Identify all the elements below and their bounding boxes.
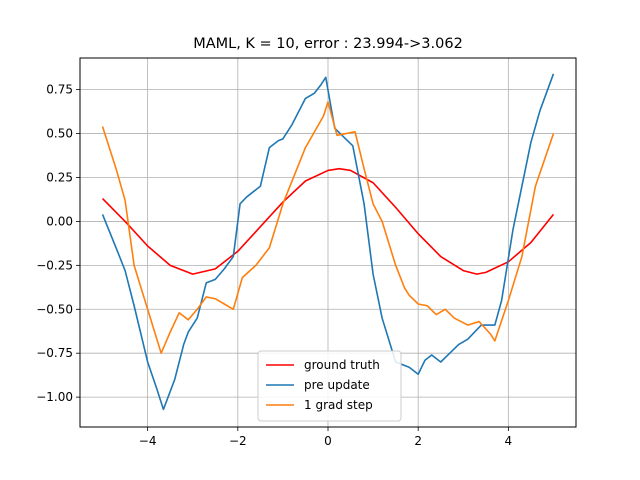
legend-label: pre update: [304, 378, 370, 392]
y-tick-label: 0.25: [46, 170, 73, 184]
y-tick-label: 0.00: [46, 214, 73, 228]
series-line-1-grad-step: [101, 101, 555, 355]
y-tick-label: −0.50: [36, 302, 73, 316]
legend-box: [257, 350, 402, 422]
legend: ground truth pre update 1 grad step: [257, 350, 402, 422]
x-tick-label: 4: [505, 434, 513, 448]
legend-label: ground truth: [304, 358, 380, 372]
series-lines: [101, 73, 555, 411]
legend-label: 1 grad step: [304, 398, 373, 412]
y-tick-label: 0.75: [46, 83, 73, 97]
x-tick-label: 0: [324, 434, 332, 448]
x-tick-label: −2: [229, 434, 247, 448]
x-tick-label: −4: [139, 434, 157, 448]
y-tick-label: −0.75: [36, 346, 73, 360]
series-line-ground-truth: [101, 167, 555, 275]
y-tick-label: −1.00: [36, 390, 73, 404]
axes: −4 −2 0 2 4 −1.00 −0.75 −0.50 −0.25 0.00 0.25 0.50 0…: [36, 83, 512, 448]
x-tick-label: 2: [414, 434, 422, 448]
chart-title: MAML, K = 10, error : 23.994->3.062: [193, 36, 463, 52]
grid: [80, 58, 576, 427]
y-tick-label: −0.25: [36, 258, 73, 272]
y-tick-label: 0.50: [46, 127, 73, 141]
series-line-pre-update: [101, 73, 555, 411]
